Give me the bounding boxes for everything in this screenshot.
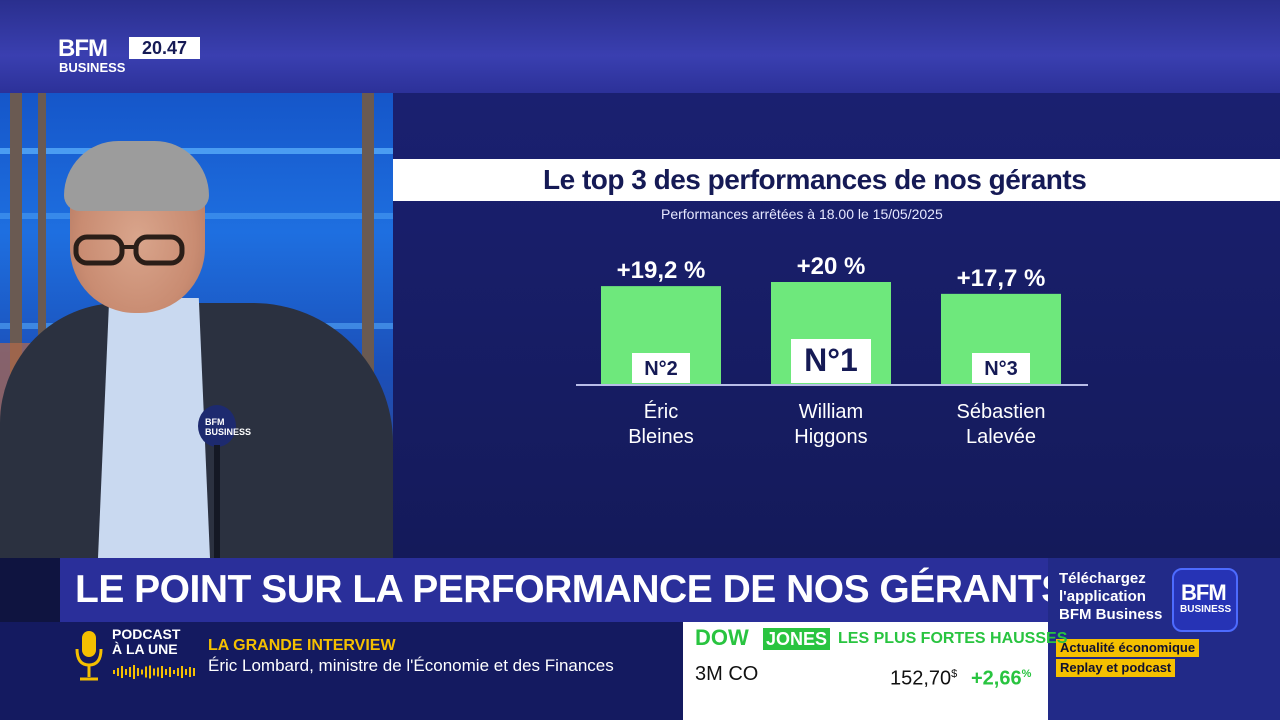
stock-currency: $ (951, 668, 958, 680)
microphone-stand (214, 445, 220, 558)
guest-shirt (98, 298, 210, 558)
wave-bar (169, 667, 171, 677)
podcast-label-line2: À LA UNE (112, 641, 178, 657)
wave-bar (113, 670, 115, 674)
microphone (198, 405, 236, 447)
bar-value-label: +19,2 % (617, 257, 706, 284)
stock-change-value: +2,66 (971, 667, 1022, 690)
wave-bar (189, 667, 191, 677)
interview-subtitle: Éric Lombard, ministre de l'Économie et … (208, 656, 614, 675)
ticker-header: DOW JONES LES PLUS FORTES HAUSSES (683, 622, 1067, 654)
wave-bar (157, 667, 159, 677)
bfm-business-logo: BFM BUSINESS (58, 36, 126, 80)
app-promo: Téléchargez l'application BFM Business B… (1048, 558, 1280, 720)
logo-bfm-text: BFM (58, 35, 108, 62)
promo-text: Téléchargez l'application BFM Business (1059, 570, 1163, 623)
wave-bar (129, 667, 131, 677)
logo-business-text: BUSINESS (59, 60, 126, 75)
headline-text: LE POINT SUR LA PERFORMANCE DE NOS GÉRAN… (75, 568, 1067, 611)
studio-pillar (38, 93, 46, 558)
category-label: Higgons (794, 426, 867, 448)
ticker-category: LES PLUS FORTES HAUSSES (838, 630, 1068, 647)
promo-tag-replay: Replay et podcast (1056, 659, 1176, 677)
category-label: William (799, 401, 863, 423)
studio-video: BFM BUSINESS (0, 93, 393, 558)
stock-price: 152,70$ (890, 662, 957, 691)
wave-bar (181, 666, 183, 678)
guest-glasses (73, 234, 185, 266)
category-label: Lalevée (966, 426, 1036, 448)
rank-label: N°1 (804, 342, 858, 378)
rank-label: N°2 (644, 358, 678, 380)
wave-bar (149, 665, 151, 679)
performance-bar-chart: +19,2 % N°2 Éric Bleines +20 % N°1 William Higg… (576, 253, 1088, 448)
promo-logo-business: BUSINESS (1180, 604, 1232, 615)
podcast-label: PODCAST À LA UNE (112, 627, 180, 657)
headline-bar: LE POINT SUR LA PERFORMANCE DE NOS GÉRAN… (60, 558, 1067, 622)
bar-value-label: +20 % (797, 253, 866, 280)
guest-hair (64, 141, 209, 211)
category-label: Bleines (628, 426, 694, 448)
podcast-label-line1: PODCAST (112, 626, 181, 642)
wave-bar (137, 668, 139, 676)
stock-change-unit: % (1021, 668, 1032, 680)
index-name-part2: JONES (763, 628, 831, 650)
wave-bar (153, 668, 155, 676)
wave-bar (161, 666, 163, 678)
category-label: Éric (644, 400, 678, 423)
graphic-title-bar: Le top 3 des performances de nos gérants (393, 159, 1280, 201)
stock-name: 3M CO (695, 663, 759, 685)
interview-title: LA GRANDE INTERVIEW (208, 637, 396, 654)
clock: 20.47 (129, 37, 200, 59)
rank-badge (632, 353, 690, 383)
stock-change: +2,66% (971, 662, 1031, 691)
rank-badge (791, 339, 871, 383)
bfm-app-logo: BFM BUSINESS (1172, 568, 1238, 632)
wave-bar (117, 668, 119, 676)
studio-light-stripe (0, 148, 393, 154)
wave-bar (141, 669, 143, 675)
rank-label: N°3 (984, 358, 1018, 380)
bar-value-label: +17,7 % (957, 265, 1046, 292)
promo-tag-news: Actualité économique (1056, 639, 1200, 657)
stock-price-value: 152,70 (890, 667, 952, 690)
mic-label: BFM BUSINESS (205, 417, 252, 437)
wave-bar (165, 669, 167, 675)
wave-bar (121, 666, 123, 678)
microphone-icon (75, 631, 103, 681)
wave-bar (177, 668, 179, 676)
audio-wave-icon (113, 665, 195, 679)
wave-bar (193, 668, 195, 676)
wave-bar (125, 669, 127, 675)
promo-logo-bfm: BFM (1181, 580, 1227, 605)
wave-bar (133, 665, 135, 679)
graphic-panel: Le top 3 des performances de nos gérants… (393, 93, 1280, 558)
rank-badge (972, 353, 1030, 383)
wave-bar (173, 670, 175, 674)
graphic-title: Le top 3 des performances de nos gérants (543, 164, 1087, 195)
graphic-subtitle: Performances arrêtées à 18.00 le 15/05/2… (661, 206, 943, 222)
top-band (0, 0, 1280, 93)
category-label: Sébastien (957, 401, 1046, 423)
index-name-part1: DOW (695, 625, 749, 650)
wave-bar (185, 669, 187, 675)
stock-ticker: DOW JONES LES PLUS FORTES HAUSSES 3M CO … (683, 622, 1067, 720)
wave-bar (145, 666, 147, 678)
